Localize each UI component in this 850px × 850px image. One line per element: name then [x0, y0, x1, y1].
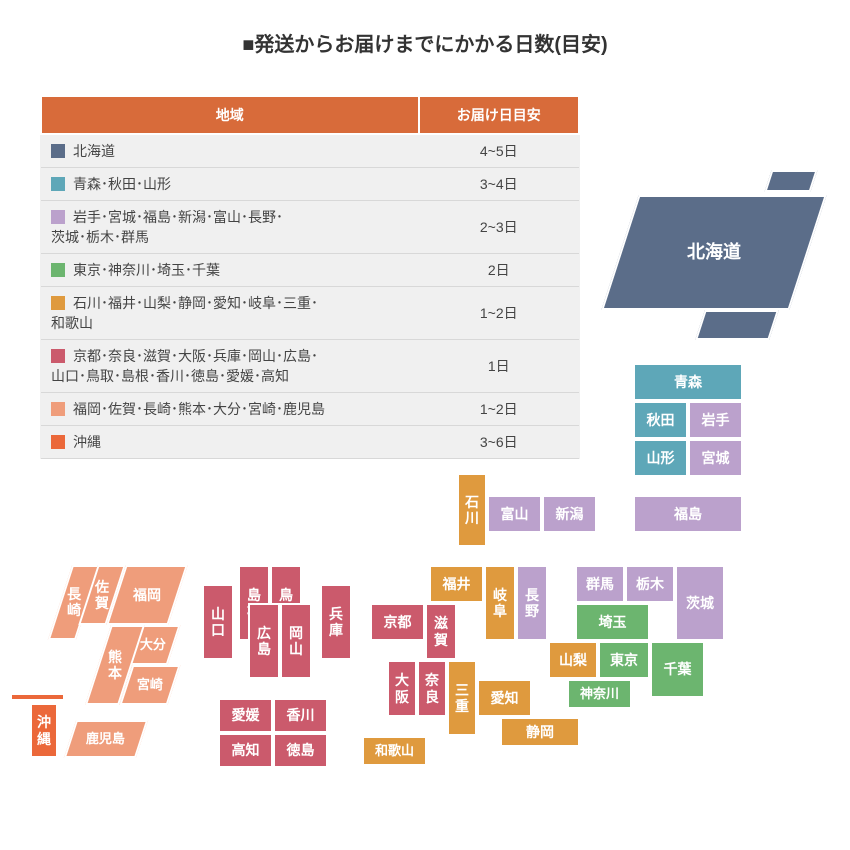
prefecture-label: 福岡 [133, 587, 161, 603]
prefecture-block: 徳島 [273, 733, 328, 768]
prefecture-label: 岡 山 [289, 625, 303, 657]
prefecture-block: 山形 [633, 439, 688, 477]
prefecture-block: 広 島 [248, 603, 280, 679]
prefecture-block: 三 重 [447, 660, 477, 736]
prefecture-block: 北海道 [601, 195, 826, 310]
prefecture-block: 埼玉 [575, 603, 650, 641]
prefecture-label: 茨城 [686, 595, 714, 611]
prefecture-label: 青森 [674, 374, 702, 390]
prefecture-label: 群馬 [586, 576, 614, 592]
prefecture-block: 京都 [370, 603, 425, 641]
prefecture-label: 長 野 [525, 587, 539, 619]
prefecture-block [10, 693, 65, 701]
prefecture-block: 沖 縄 [30, 703, 58, 758]
prefecture-block: 滋 賀 [425, 603, 457, 660]
prefecture-label: 奈 良 [425, 672, 439, 704]
prefecture-block: 富山 [487, 495, 542, 533]
prefecture-block: 高知 [218, 733, 273, 768]
prefecture-label: 神奈川 [580, 687, 619, 702]
prefecture-label: 新潟 [556, 506, 584, 522]
prefecture-label: 東京 [610, 652, 638, 668]
prefecture-block: 宮城 [688, 439, 743, 477]
prefecture-label: 沖 縄 [37, 714, 51, 746]
prefecture-label: 福井 [443, 576, 471, 592]
prefecture-label: 静岡 [526, 724, 554, 740]
prefecture-label: 兵 庫 [329, 606, 343, 638]
prefecture-block: 愛媛 [218, 698, 273, 733]
prefecture-label: 徳島 [287, 742, 315, 758]
prefecture-label: 埼玉 [599, 614, 627, 630]
prefecture-label: 山梨 [559, 652, 587, 668]
prefecture-label: 大分 [140, 638, 166, 653]
prefecture-label: 栃木 [636, 576, 664, 592]
prefecture-label: 北海道 [687, 242, 741, 263]
prefecture-block: 岩手 [688, 401, 743, 439]
prefecture-label: 岩手 [702, 412, 730, 428]
prefecture-block: 新潟 [542, 495, 597, 533]
prefecture-label: 愛知 [491, 690, 519, 706]
prefecture-label: 千葉 [664, 661, 692, 677]
prefecture-block: 石 川 [457, 473, 487, 547]
prefecture-label: 大 阪 [395, 672, 409, 704]
prefecture-block [764, 170, 817, 192]
prefecture-label: 宮城 [702, 450, 730, 466]
prefecture-label: 富山 [501, 506, 529, 522]
prefecture-block: 山 口 [202, 584, 234, 660]
prefecture-block [695, 310, 779, 340]
prefecture-block: 兵 庫 [320, 584, 352, 660]
prefecture-block: 大 阪 [387, 660, 417, 717]
prefecture-block: 岐 阜 [484, 565, 516, 641]
prefecture-label: 佐 賀 [95, 579, 109, 611]
prefecture-block: 青森 [633, 363, 743, 401]
prefecture-block: 東京 [598, 641, 650, 679]
prefecture-block: 山梨 [548, 641, 598, 679]
prefecture-label: 石 川 [465, 494, 479, 526]
prefecture-label: 広 島 [257, 625, 271, 657]
prefecture-block: 和歌山 [362, 736, 427, 766]
prefecture-block: 静岡 [500, 717, 580, 747]
prefecture-label: 香川 [287, 707, 315, 723]
prefecture-block: 秋田 [633, 401, 688, 439]
prefecture-label: 秋田 [647, 412, 675, 428]
prefecture-block: 神奈川 [567, 679, 632, 709]
prefecture-label: 宮崎 [137, 678, 163, 693]
prefecture-label: 三 重 [455, 682, 469, 714]
prefecture-label: 山 口 [211, 606, 225, 638]
prefecture-block: 奈 良 [417, 660, 447, 717]
prefecture-label: 長 崎 [67, 586, 81, 618]
prefecture-label: 和歌山 [375, 744, 414, 759]
prefecture-label: 福島 [674, 506, 702, 522]
prefecture-block: 長 野 [516, 565, 548, 641]
prefecture-label: 滋 賀 [434, 615, 448, 647]
prefecture-block: 福井 [429, 565, 484, 603]
prefecture-label: 京都 [384, 614, 412, 630]
prefecture-label: 鹿児島 [86, 732, 125, 747]
prefecture-block: 栃木 [625, 565, 675, 603]
prefecture-block: 香川 [273, 698, 328, 733]
prefecture-block: 群馬 [575, 565, 625, 603]
prefecture-block: 茨城 [675, 565, 725, 641]
prefecture-label: 愛媛 [232, 707, 260, 723]
prefecture-label: 熊 本 [108, 649, 122, 681]
prefecture-label: 岐 阜 [493, 587, 507, 619]
prefecture-block: 鹿児島 [64, 720, 148, 758]
prefecture-label: 山形 [647, 450, 675, 466]
prefecture-block: 岡 山 [280, 603, 312, 679]
prefecture-label: 高知 [232, 742, 260, 758]
prefecture-block: 千葉 [650, 641, 705, 698]
japan-map: 北海道青森秋田岩手山形宮城石 川富山新潟福島福井岐 阜長 野群馬栃木茨城鳥 取島… [0, 0, 850, 850]
prefecture-block: 愛知 [477, 679, 532, 717]
prefecture-block: 福島 [633, 495, 743, 533]
